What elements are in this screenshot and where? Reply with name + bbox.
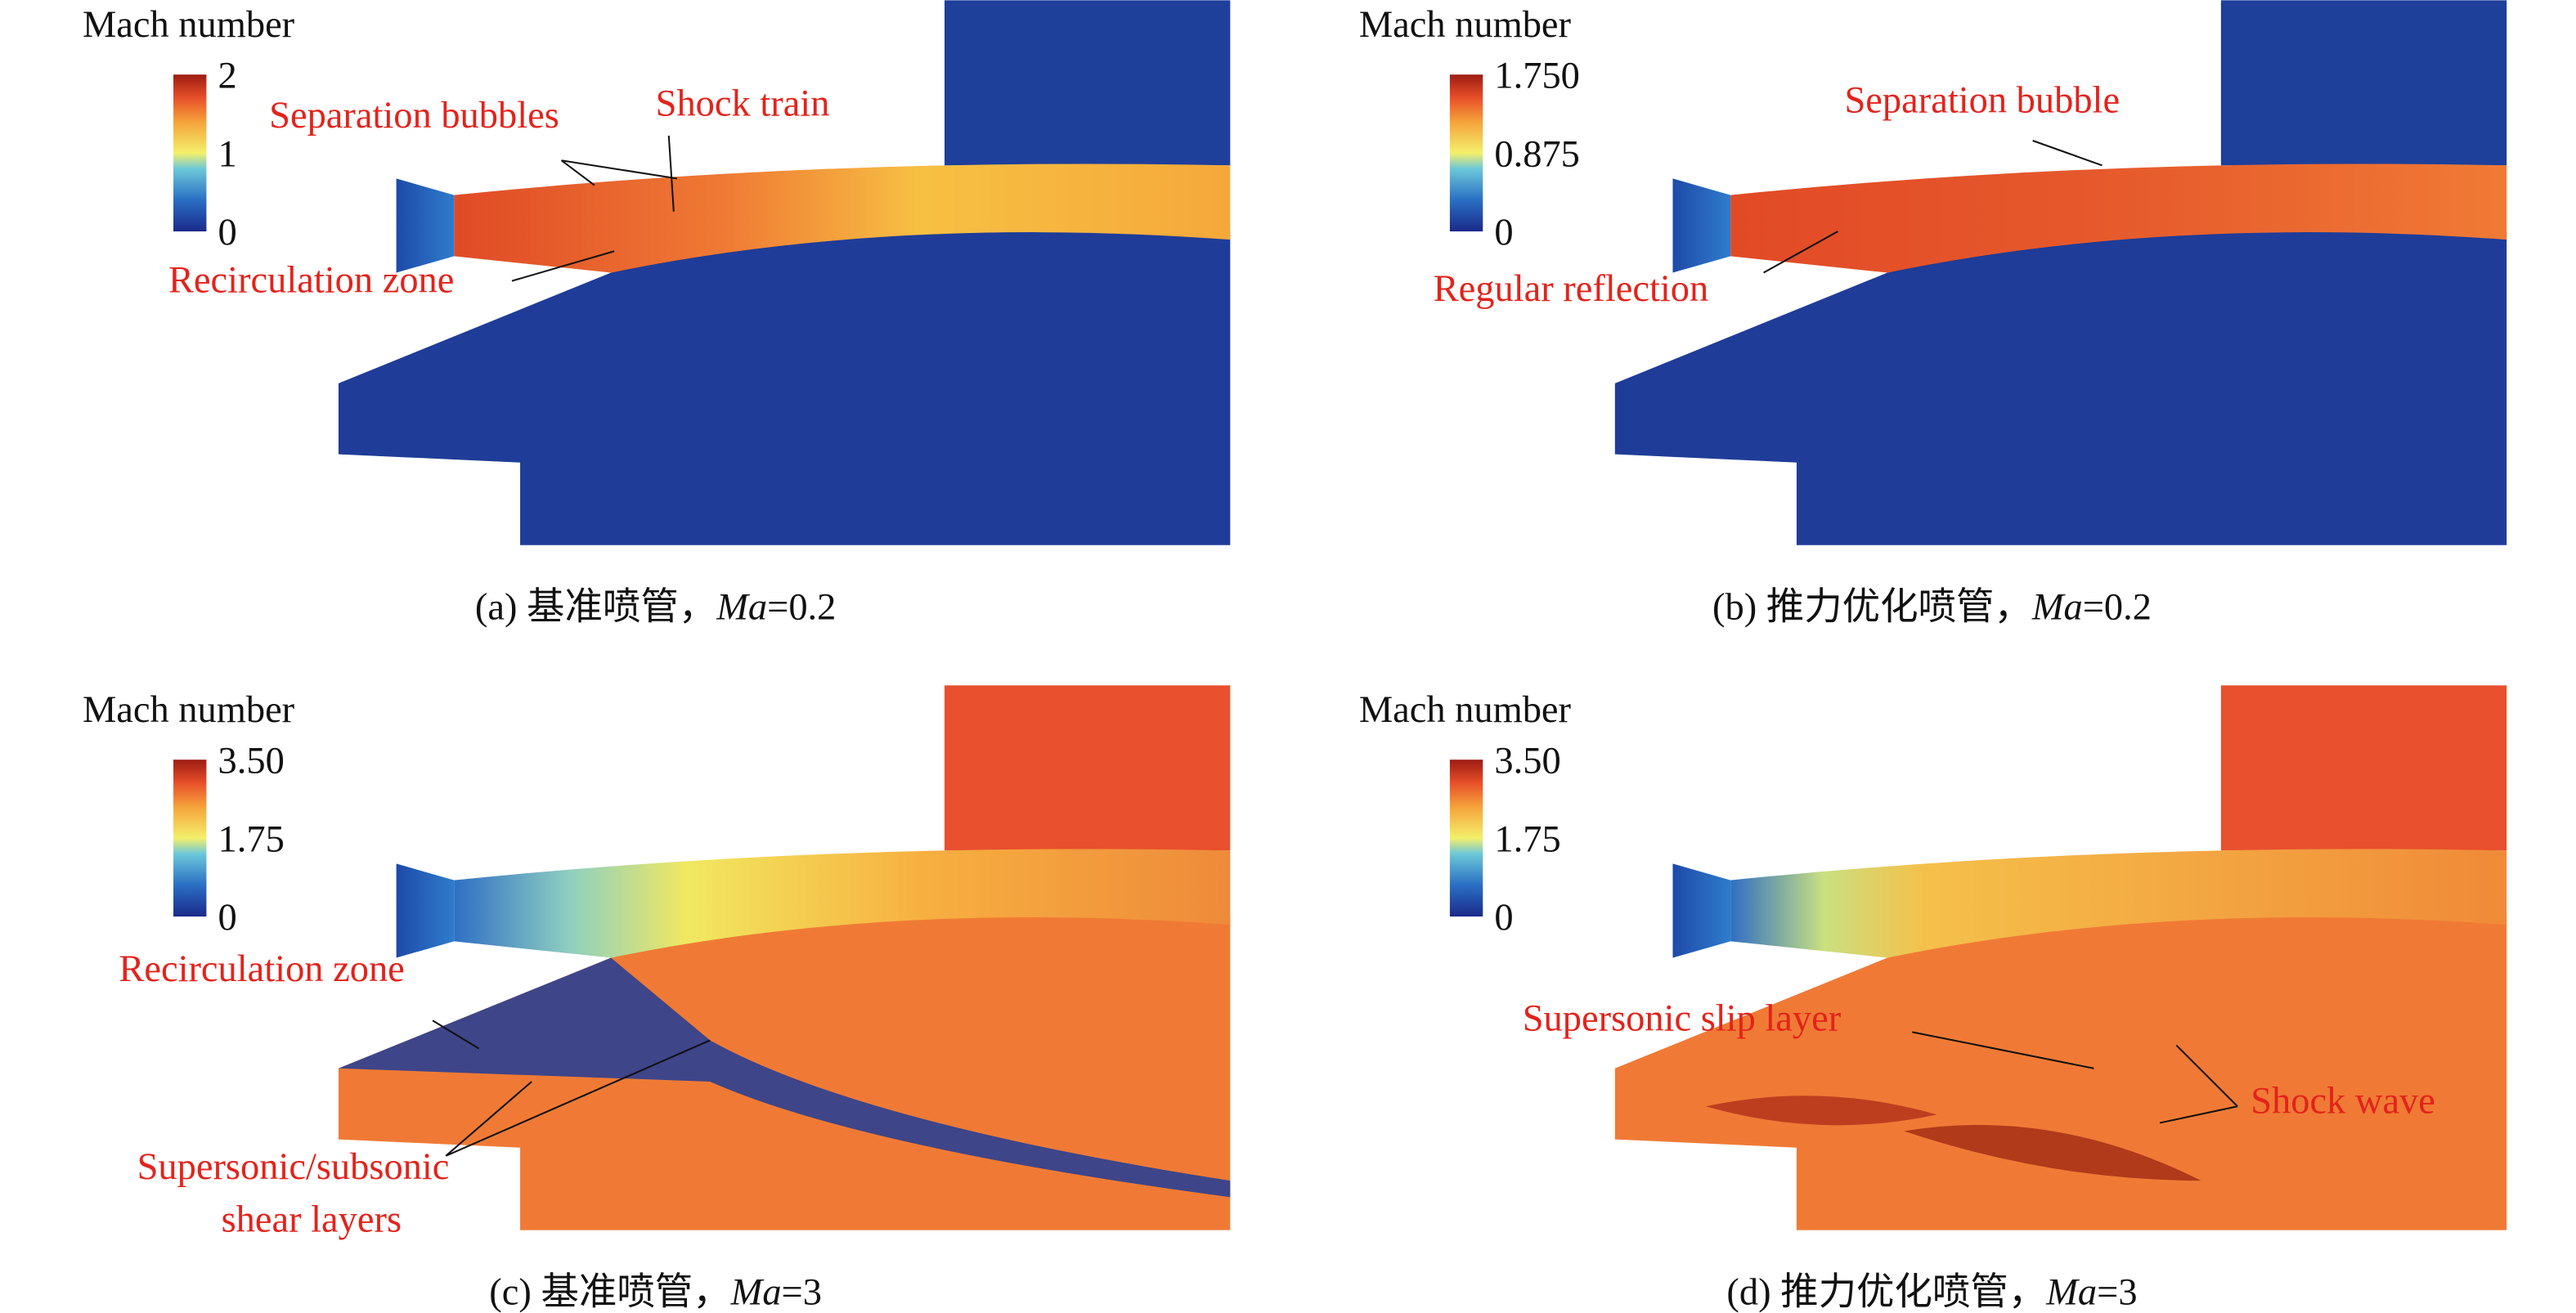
colorbar: [173, 74, 207, 232]
nozzle-inlet: [396, 863, 455, 958]
colorbar-tick-label: 1.75: [1494, 818, 1560, 860]
annotation: Recirculation zone: [168, 260, 454, 302]
annotation: Supersonic/subsonic: [137, 1146, 450, 1188]
colorbar: [1449, 760, 1483, 917]
caption-suffix: =3: [2097, 1272, 2137, 1313]
panel: Mach number 3.50 1.75 0 Supersonic slip laye…: [1359, 685, 2507, 1313]
caption-suffix: =0.2: [767, 587, 836, 629]
annotation: Recirculation zone: [119, 948, 404, 990]
caption: (a) 基准喷管，Ma=0.2: [475, 587, 837, 629]
ambient-region: [1614, 221, 2507, 545]
caption-prefix: (a) 基准喷管，: [475, 587, 716, 629]
ambient-region: [338, 221, 1231, 545]
caption-suffix: =0.2: [2083, 587, 2152, 629]
leader-line: [2175, 1044, 2238, 1107]
leader-line: [667, 135, 675, 212]
leader-line: [445, 1081, 532, 1157]
dark-region: [1705, 1096, 1937, 1126]
leader-line: [432, 1019, 480, 1050]
annotation: shear layers: [222, 1199, 402, 1241]
jet-region: [454, 164, 1231, 273]
panel: Mach number 3.50 1.75 0 Recirculation zone Su…: [83, 685, 1231, 1313]
colorbar-tick-label: 3.50: [1494, 740, 1560, 782]
caption-variable: Ma: [2031, 587, 2083, 629]
colorbar-title: Mach number: [1359, 689, 1572, 731]
leader-line: [2159, 1105, 2238, 1124]
leader-line: [2032, 140, 2103, 167]
colorbar-title: Mach number: [83, 689, 295, 731]
annotation: Shock train: [656, 83, 830, 125]
panel: Mach number 2 1 0 Separation bubbles Shock tr…: [83, 0, 1231, 629]
colorbar-tick-label: 2: [218, 55, 237, 96]
caption-prefix: (d) 推力优化喷管，: [1726, 1272, 2046, 1313]
caption-variable: Ma: [2045, 1272, 2097, 1313]
wall-block: [2220, 0, 2507, 166]
wall-block: [945, 0, 1231, 166]
dark-region: [1904, 1124, 2201, 1181]
leader-line: [1912, 1031, 2094, 1069]
wall-block: [945, 685, 1231, 851]
colorbar-tick-label: 1.75: [218, 818, 285, 860]
nozzle-inlet: [1672, 178, 1731, 273]
leader-line: [511, 250, 615, 282]
leader-line: [1763, 231, 1838, 274]
nozzle-inlet: [1672, 863, 1731, 958]
caption: (b) 推力优化喷管，Ma=0.2: [1712, 587, 2152, 629]
colorbar: [173, 760, 207, 917]
wall-block: [2220, 685, 2507, 851]
jet-region: [454, 849, 1231, 958]
leader-line: [445, 1039, 711, 1157]
annotation: Supersonic slip layer: [1523, 997, 1842, 1039]
caption-variable: Ma: [716, 587, 767, 629]
annotation: Separation bubbles: [269, 95, 559, 137]
colorbar: [1449, 74, 1483, 232]
ambient-region: [1614, 906, 2507, 1230]
leader-line: [561, 159, 678, 180]
colorbar-tick-label: 0: [218, 897, 237, 939]
caption-suffix: =3: [782, 1272, 822, 1313]
colorbar-tick-label: 0: [1494, 897, 1513, 939]
annotation: Shock wave: [2251, 1080, 2435, 1122]
colorbar-tick-label: 1.750: [1494, 55, 1579, 96]
colorbar-tick-label: 0: [1494, 212, 1513, 253]
panel: Mach number 1.750 0.875 0 Separation bubble R…: [1359, 0, 2507, 629]
jet-region: [1730, 164, 2507, 273]
colorbar-title: Mach number: [1359, 4, 1572, 46]
colorbar-tick-label: 3.50: [218, 740, 285, 782]
caption-prefix: (b) 推力优化喷管，: [1712, 587, 2032, 629]
caption: (c) 基准喷管，Ma=3: [489, 1272, 822, 1313]
colorbar-tick-label: 0.875: [1494, 133, 1579, 175]
colorbar-tick-label: 0: [218, 212, 237, 253]
annotation: Regular reflection: [1434, 268, 1709, 310]
caption: (d) 推力优化喷管，Ma=3: [1726, 1272, 2137, 1313]
caption-variable: Ma: [730, 1272, 782, 1313]
caption-prefix: (c) 基准喷管，: [489, 1272, 730, 1313]
leader-line: [560, 159, 595, 186]
nozzle-inlet: [396, 178, 455, 273]
jet-region: [1730, 849, 2507, 958]
colorbar-title: Mach number: [83, 4, 295, 46]
colorbar-tick-label: 1: [218, 133, 237, 175]
recirculation-region: [338, 957, 1231, 1198]
annotation: Separation bubble: [1844, 80, 2120, 122]
